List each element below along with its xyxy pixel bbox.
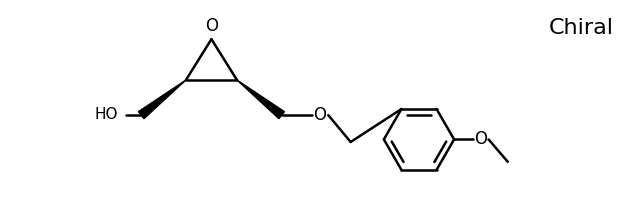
Text: O: O	[205, 17, 218, 35]
Text: O: O	[474, 130, 488, 148]
Text: HO: HO	[94, 107, 118, 122]
Polygon shape	[237, 80, 284, 119]
Text: O: O	[314, 106, 326, 124]
Text: Chiral: Chiral	[548, 18, 614, 38]
Polygon shape	[138, 80, 186, 119]
